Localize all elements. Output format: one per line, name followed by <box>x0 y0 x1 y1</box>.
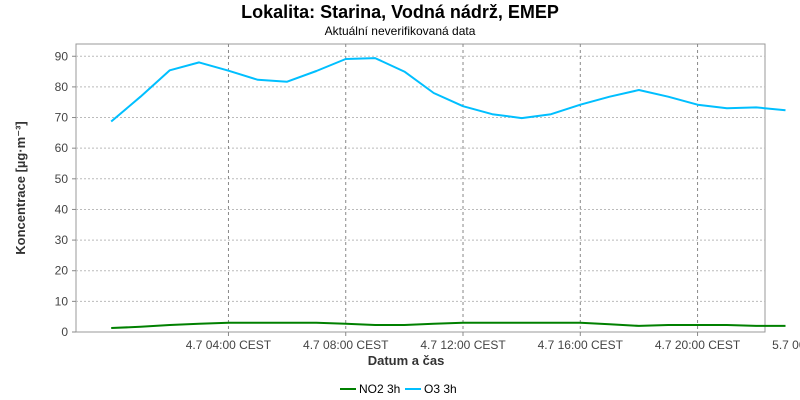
legend-label: O3 3h <box>424 382 457 396</box>
y-axis-ticks: 0 10 20 30 40 50 60 70 80 90 <box>55 49 76 339</box>
chart-subtitle: Aktuální neverifikovaná data <box>325 24 476 38</box>
y-tick-label: 30 <box>55 233 69 247</box>
chart-title: Lokalita: Starina, Vodná nádrž, EMEP <box>241 2 559 22</box>
y-tick-label: 80 <box>55 80 69 94</box>
x-tick-label: 5.7 00:00 CEST <box>772 338 800 352</box>
y-tick-label: 0 <box>61 325 68 339</box>
legend: NO2 3h O3 3h <box>340 382 457 396</box>
series-line-o3-3h <box>110 57 786 123</box>
y-tick-label: 60 <box>55 141 69 155</box>
y-tick-label: 90 <box>55 49 69 63</box>
y-tick-label: 40 <box>55 202 69 216</box>
y-tick-label: 50 <box>55 172 69 186</box>
x-axis-label: Datum a čas <box>368 353 445 368</box>
x-tick-label: 4.7 04:00 CEST <box>186 338 272 352</box>
y-tick-label: 70 <box>55 111 69 125</box>
series-lines <box>110 57 786 329</box>
legend-label: NO2 3h <box>359 382 400 396</box>
x-axis-ticks: 4.7 04:00 CEST 4.7 08:00 CEST 4.7 12:00 CE… <box>186 332 800 352</box>
y-tick-label: 20 <box>55 264 69 278</box>
x-tick-label: 4.7 12:00 CEST <box>420 338 506 352</box>
x-tick-label: 4.7 08:00 CEST <box>303 338 389 352</box>
x-tick-label: 4.7 16:00 CEST <box>538 338 624 352</box>
x-tick-label: 4.7 20:00 CEST <box>655 338 741 352</box>
y-axis-label: Koncentrace [µg·m⁻³] <box>13 121 28 255</box>
series-line-no2-3h <box>111 321 786 329</box>
gridlines <box>76 44 765 332</box>
y-tick-label: 10 <box>55 294 69 308</box>
